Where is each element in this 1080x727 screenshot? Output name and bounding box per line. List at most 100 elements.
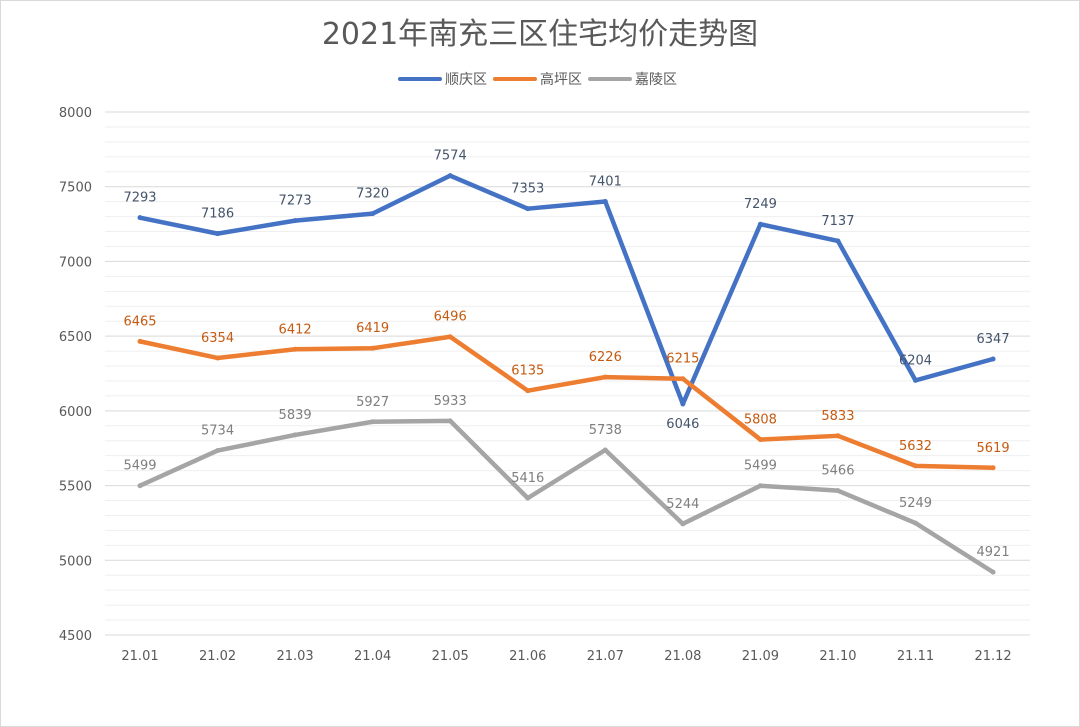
x-tick-label: 21.06 <box>509 649 546 664</box>
data-label: 7273 <box>279 194 312 209</box>
data-label: 6354 <box>201 331 234 346</box>
data-label: 6465 <box>123 314 156 329</box>
legend-label-3: 嘉陵区 <box>635 72 677 88</box>
y-tick-label: 7500 <box>59 181 92 196</box>
data-label: 5738 <box>589 423 622 438</box>
data-label: 7249 <box>744 197 777 212</box>
data-label: 7574 <box>434 149 467 164</box>
data-label: 5499 <box>123 459 156 474</box>
data-point <box>525 495 531 501</box>
y-tick-label: 8000 <box>59 106 92 121</box>
data-label: 5249 <box>899 496 932 511</box>
data-point <box>757 483 763 489</box>
data-label: 7401 <box>589 175 622 190</box>
data-point <box>602 374 608 380</box>
grid <box>105 111 1030 636</box>
x-axis: 21.01 21.02 21.03 21.04 21.05 21.06 21.07 21.08… <box>121 649 1011 664</box>
data-point <box>292 218 298 224</box>
data-label: 5839 <box>279 408 312 423</box>
data-point <box>215 231 221 237</box>
data-point <box>835 238 841 244</box>
data-point <box>370 211 376 217</box>
legend-label-1: 顺庆区 <box>445 72 487 88</box>
data-point <box>215 448 221 454</box>
chart-title: 2021年南充三区住宅均价走势图 <box>322 17 758 52</box>
data-point <box>990 356 996 362</box>
data-point <box>680 521 686 527</box>
x-tick-label: 21.08 <box>664 649 701 664</box>
data-point <box>835 433 841 439</box>
data-point <box>292 346 298 352</box>
x-tick-label: 21.02 <box>199 649 236 664</box>
data-point <box>602 447 608 453</box>
data-label: 5244 <box>666 497 699 512</box>
data-label: 6419 <box>356 321 389 336</box>
data-label: 5416 <box>511 471 544 486</box>
series-line-1 <box>137 173 996 407</box>
data-point <box>835 488 841 494</box>
x-tick-label: 21.03 <box>276 649 313 664</box>
x-tick-label: 21.04 <box>354 649 391 664</box>
y-tick-label: 5500 <box>59 480 92 495</box>
data-label: 6412 <box>279 322 312 337</box>
x-tick-label: 21.05 <box>432 649 469 664</box>
data-label: 5808 <box>744 413 777 428</box>
series-line-3 <box>137 418 996 575</box>
data-point <box>913 520 918 526</box>
x-tick-label: 21.01 <box>121 649 158 664</box>
data-point <box>292 432 298 438</box>
data-point <box>525 206 531 212</box>
y-tick-label: 6500 <box>59 330 92 345</box>
data-label: 6046 <box>666 417 699 432</box>
data-label: 7353 <box>511 182 544 197</box>
x-tick-label: 21.07 <box>587 649 624 664</box>
data-label: 7320 <box>356 187 389 202</box>
data-label: 6347 <box>977 332 1010 347</box>
data-labels: 7293 7186 7273 7320 7574 7353 7401 6046 7249 7137… <box>123 149 1009 560</box>
series-lines <box>137 173 996 575</box>
data-label: 6215 <box>666 352 699 367</box>
y-axis: 4500 5000 5500 6000 6500 7000 7500 8000 <box>59 106 92 644</box>
data-label: 5632 <box>899 439 932 454</box>
data-label: 7293 <box>123 191 156 206</box>
data-label: 5927 <box>356 395 389 410</box>
data-label: 4921 <box>977 545 1010 560</box>
data-label: 5619 <box>977 441 1010 456</box>
y-tick-label: 4500 <box>59 629 92 644</box>
data-label: 5734 <box>201 424 234 439</box>
y-tick-label: 7000 <box>59 255 92 270</box>
series-line-2 <box>137 334 996 471</box>
data-label: 5499 <box>744 459 777 474</box>
y-tick-label: 5000 <box>59 554 92 569</box>
x-tick-label: 21.12 <box>974 649 1011 664</box>
data-label: 7186 <box>201 207 234 222</box>
data-point <box>137 483 143 489</box>
data-point <box>370 419 376 425</box>
data-point <box>137 215 143 221</box>
data-point <box>215 355 221 361</box>
data-point <box>447 173 453 179</box>
data-point <box>913 377 918 383</box>
x-tick-label: 21.10 <box>819 649 856 664</box>
data-label: 5933 <box>434 394 467 409</box>
data-point <box>990 465 996 471</box>
data-point <box>137 338 143 344</box>
data-point <box>602 199 608 205</box>
x-tick-label: 21.09 <box>742 649 779 664</box>
data-label: 6204 <box>899 353 932 368</box>
data-point <box>990 569 996 575</box>
data-point <box>680 401 686 407</box>
data-label: 6135 <box>511 364 544 379</box>
data-point <box>757 221 763 227</box>
data-label: 7137 <box>821 214 854 229</box>
data-point <box>525 388 531 394</box>
data-label: 6226 <box>589 350 622 365</box>
data-point <box>370 345 376 351</box>
data-point <box>680 376 686 382</box>
data-label: 6496 <box>434 310 467 325</box>
data-label: 5833 <box>821 409 854 424</box>
data-point <box>913 463 918 469</box>
x-tick-label: 21.11 <box>897 649 934 664</box>
y-tick-label: 6000 <box>59 405 92 420</box>
